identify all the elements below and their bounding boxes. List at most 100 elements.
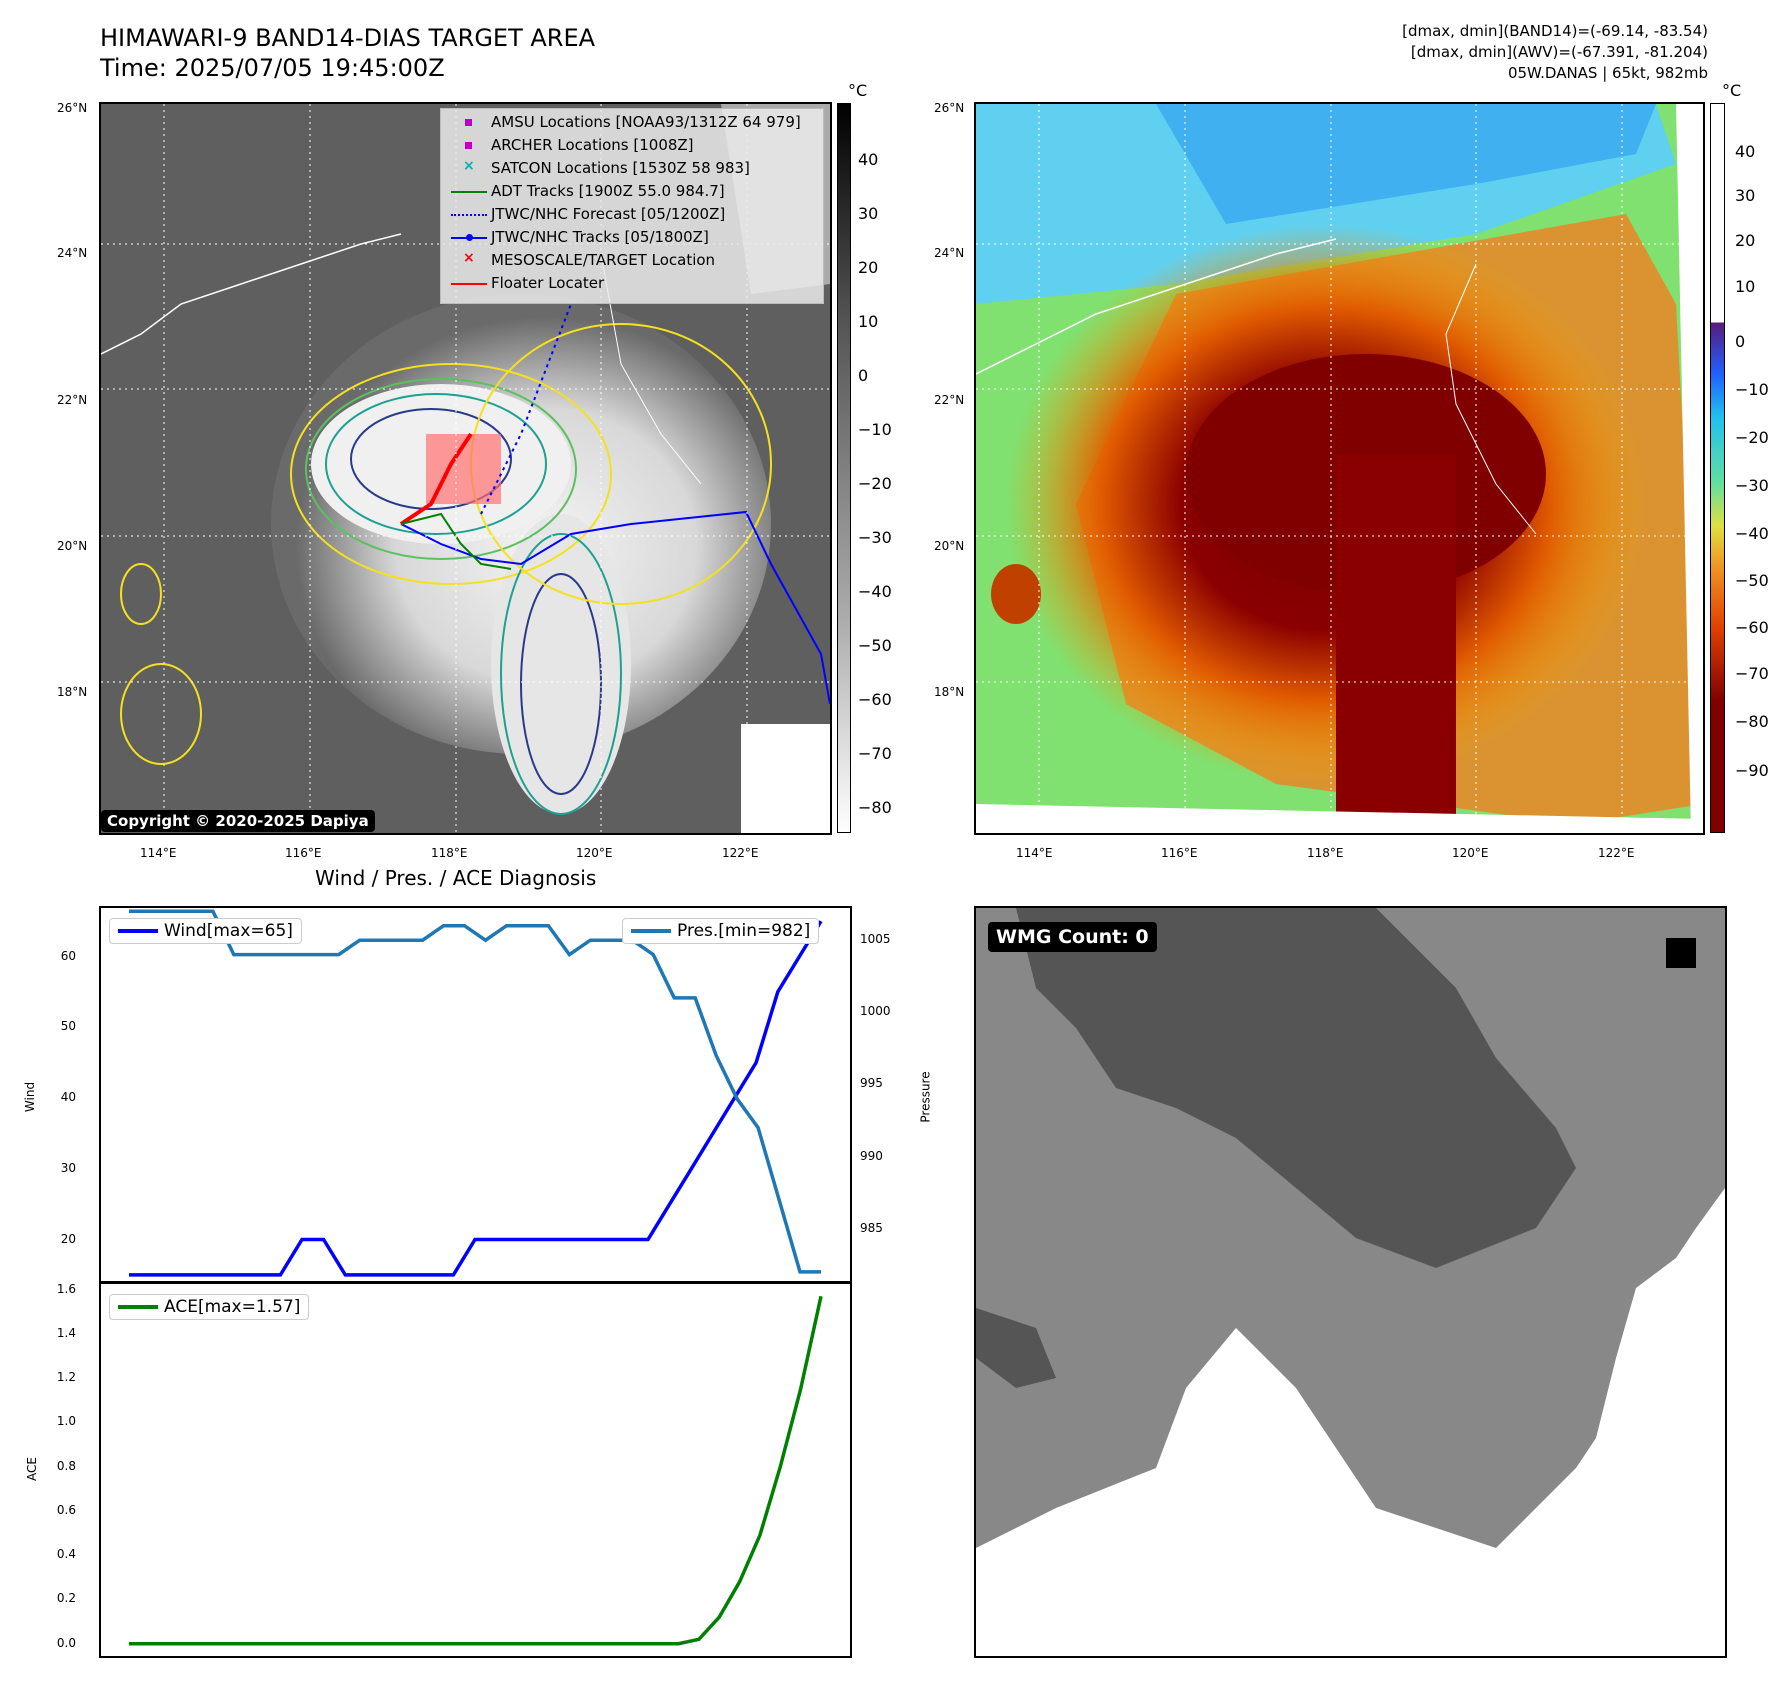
lat-label: 24°N [57, 246, 88, 260]
wmg-count-label: WMG Count: 0 [988, 922, 1157, 952]
ir-colorbar-tick: 40 [858, 150, 879, 169]
legend-label: JTWC/NHC Tracks [05/1800Z] [491, 228, 709, 246]
wind-tick: 40 [60, 1090, 76, 1105]
pressure-tick: 1005 [860, 932, 891, 947]
legend-marker-icon [451, 278, 487, 290]
ace-legend: ACE[max=1.57] [109, 1294, 310, 1320]
legend-label: Floater Locater [491, 274, 605, 292]
lat-label: 18°N [934, 685, 965, 699]
legend-label: ADT Tracks [1900Z 55.0 984.7] [491, 182, 725, 200]
ace-legend-label: ACE[max=1.57] [164, 1297, 301, 1317]
legend-entry: × SATCON Locations [1530Z 58 983] [451, 157, 750, 178]
chart-time: Time: 2025/07/05 19:45:00Z [100, 54, 445, 82]
legend-entry: JTWC/NHC Tracks [05/1800Z] [451, 228, 709, 246]
legend-label: SATCON Locations [1530Z 58 983] [491, 159, 750, 177]
map-legend: AMSU Locations [NOAA93/1312Z 64 979] ARCH… [440, 108, 824, 304]
awv-colorbar-tick: −90 [1735, 761, 1769, 780]
chart2-frame [99, 1282, 852, 1658]
lat-label: 22°N [57, 393, 88, 407]
pressure-series-line [129, 909, 821, 1274]
awv-colorbar [1710, 103, 1725, 833]
awv-colorbar-tick: −80 [1735, 712, 1769, 731]
legend-marker-icon: × [463, 249, 475, 266]
lat-label: 22°N [934, 393, 965, 407]
awv-colorbar-tick: 20 [1735, 231, 1756, 250]
lat-label: 26°N [57, 101, 88, 115]
legend-marker-icon [451, 232, 487, 244]
ace-tick: 1.2 [56, 1370, 76, 1385]
ace-tick: 0.4 [56, 1547, 76, 1562]
wmg-panel: WMG Count: 0 [974, 906, 1727, 1658]
ace-series-line [129, 1295, 823, 1646]
awv-colorbar-tick: −10 [1735, 380, 1769, 399]
ir-colorbar [837, 103, 851, 833]
copyright-label: Copyright © 2020-2025 Dapiya [101, 810, 375, 832]
lon-label: 118°E [1307, 846, 1344, 860]
awv-colorbar-tick: −60 [1735, 618, 1769, 637]
lat-label: 20°N [934, 539, 965, 553]
ir-colorbar-tick: −60 [858, 690, 892, 709]
pressure-tick: 995 [860, 1076, 883, 1091]
wind-legend: Wind[max=65] [109, 918, 302, 944]
legend-entry: ARCHER Locations [1008Z] [451, 136, 694, 154]
legend-label: ARCHER Locations [1008Z] [491, 136, 694, 154]
legend-entry: AMSU Locations [NOAA93/1312Z 64 979] [451, 113, 801, 131]
legend-entry: × MESOSCALE/TARGET Location [451, 249, 715, 270]
wind-axis-label: Wind [23, 1081, 38, 1113]
info-band14: [dmax, dmin](BAND14)=(-69.14, -83.54) [1402, 22, 1708, 40]
lat-label: 18°N [57, 685, 88, 699]
legend-label: JTWC/NHC Forecast [05/1200Z] [491, 205, 726, 223]
awv-colorbar-tick: −70 [1735, 664, 1769, 683]
wmg-image [976, 908, 1725, 1548]
awv-map-image [976, 104, 1703, 833]
ir-colorbar-tick: 20 [858, 258, 879, 277]
awv-colorbar-tick: 10 [1735, 277, 1756, 296]
lon-label: 120°E [1452, 846, 1489, 860]
pressure-axis-label: Pressure [918, 1071, 933, 1123]
ir-colorbar-tick: −40 [858, 582, 892, 601]
pressure-tick: 990 [860, 1148, 883, 1163]
ir-colorbar-tick: 30 [858, 204, 879, 223]
legend-marker-icon [451, 117, 487, 129]
chart-title: HIMAWARI-9 BAND14-DIAS TARGET AREA [100, 24, 596, 52]
wind-tick: 60 [60, 948, 76, 963]
lon-label: 116°E [285, 846, 322, 860]
lon-label: 114°E [140, 846, 177, 860]
wind-tick: 50 [60, 1019, 76, 1034]
info-awv: [dmax, dmin](AWV)=(-67.391, -81.204) [1410, 43, 1708, 61]
ir-colorbar-tick: −50 [858, 636, 892, 655]
ir-map-panel: AMSU Locations [NOAA93/1312Z 64 979] ARCH… [99, 102, 832, 835]
legend-entry: ADT Tracks [1900Z 55.0 984.7] [451, 182, 725, 200]
wind-tick: 30 [60, 1160, 76, 1175]
pressure-legend-label: Pres.[min=982] [677, 921, 811, 941]
ace-tick: 1.6 [56, 1281, 76, 1296]
legend-marker-icon: × [463, 157, 475, 174]
awv-colorbar-tick: −50 [1735, 571, 1769, 590]
lon-label: 116°E [1161, 846, 1198, 860]
lat-label: 24°N [934, 246, 965, 260]
wind-pressure-chart [99, 906, 852, 1283]
ir-colorbar-tick: 10 [858, 312, 879, 331]
pressure-tick: 1000 [860, 1004, 891, 1019]
wind-legend-label: Wind[max=65] [164, 921, 293, 941]
awv-colorbar-unit: °C [1722, 81, 1742, 100]
awv-colorbar-tick: −30 [1735, 476, 1769, 495]
lon-label: 122°E [722, 846, 759, 860]
ir-colorbar-tick: 0 [858, 366, 869, 385]
ace-tick: 0.8 [56, 1458, 76, 1473]
ir-colorbar-tick: −10 [858, 420, 892, 439]
legend-marker-icon [451, 209, 487, 221]
wind-tick: 20 [60, 1231, 76, 1246]
ace-tick: 1.4 [56, 1325, 76, 1340]
wind-series-line [129, 920, 823, 1277]
legend-label: AMSU Locations [NOAA93/1312Z 64 979] [491, 113, 801, 131]
chart1-frame [99, 906, 852, 1283]
awv-colorbar-tick: −20 [1735, 428, 1769, 447]
ace-tick: 0.2 [56, 1591, 76, 1606]
legend-marker-icon [451, 140, 487, 152]
lon-label: 122°E [1598, 846, 1635, 860]
ir-colorbar-unit: °C [848, 81, 868, 100]
lon-label: 118°E [431, 846, 468, 860]
info-storm: 05W.DANAS | 65kt, 982mb [1507, 64, 1708, 82]
legend-entry: JTWC/NHC Forecast [05/1200Z] [451, 205, 725, 223]
